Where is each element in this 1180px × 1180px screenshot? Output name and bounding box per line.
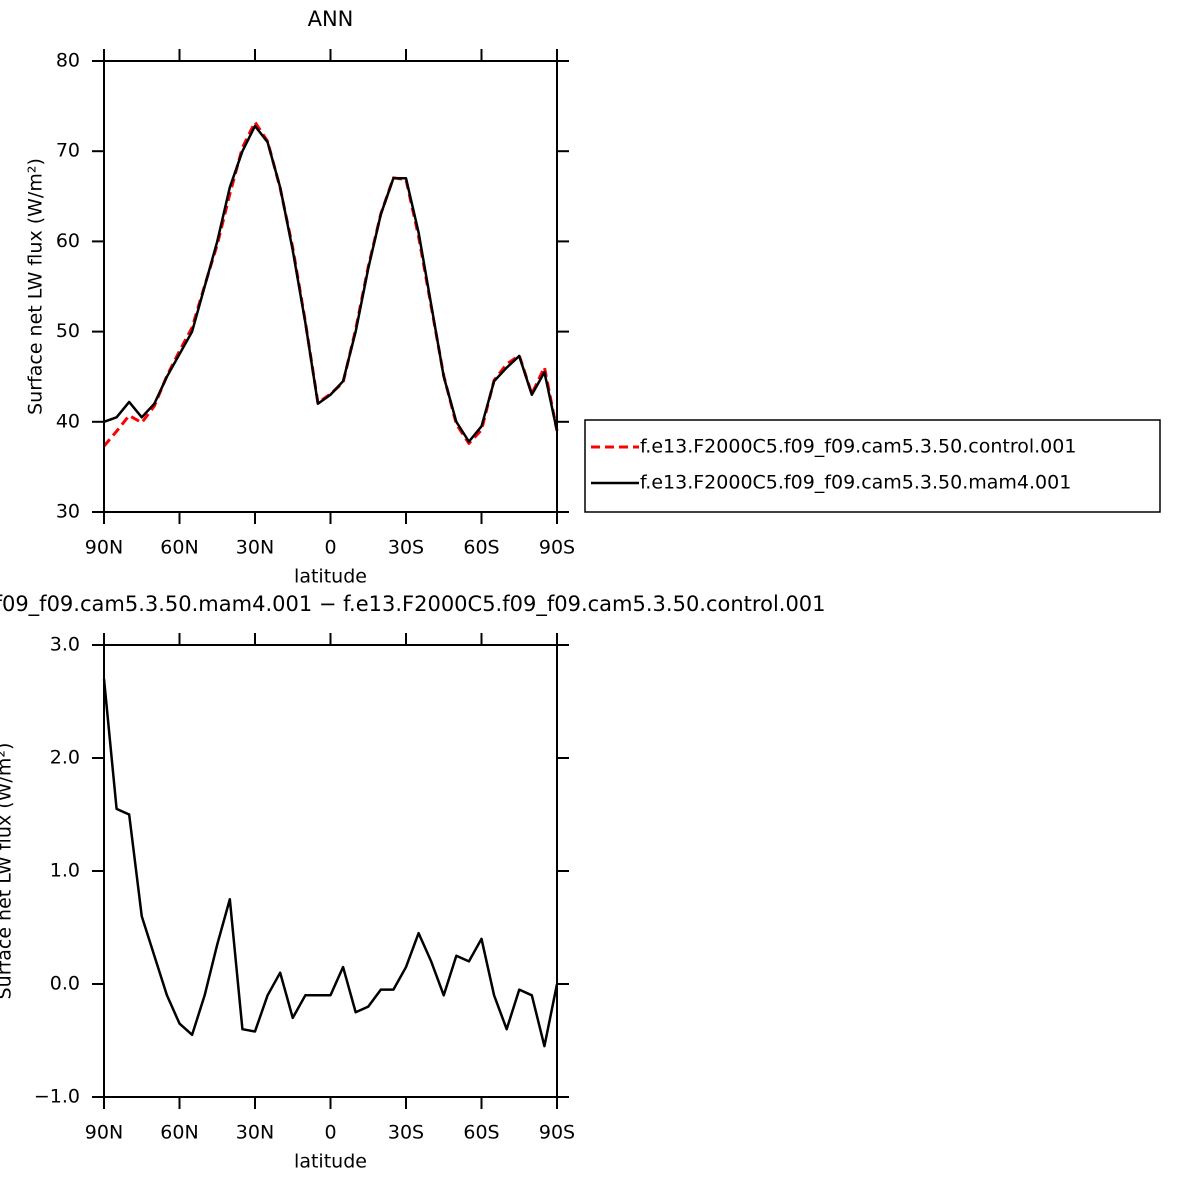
y-tick-label: 80 xyxy=(56,50,80,72)
plot-frame xyxy=(103,60,558,513)
x-tick-label: 90S xyxy=(539,1122,575,1144)
legend-label: f.e13.F2000C5.f09_f09.cam5.3.50.control.… xyxy=(640,436,1076,458)
x-tick-label: 60N xyxy=(160,1122,198,1144)
y-tick-label: 50 xyxy=(56,320,80,342)
x-tick-label: 30S xyxy=(388,1122,424,1144)
y-axis-label: Surface net LW flux (W/m²) xyxy=(25,158,47,415)
x-tick-label: 0 xyxy=(324,1122,336,1144)
x-tick-label: 30N xyxy=(236,537,274,559)
y-tick-label: 1.0 xyxy=(50,860,80,882)
x-tick-label: 0 xyxy=(324,537,336,559)
x-tick-label: 60S xyxy=(463,1122,499,1144)
x-tick-label: 60N xyxy=(160,537,198,559)
y-tick-label: 0.0 xyxy=(50,973,80,995)
chart-title: ANN xyxy=(308,7,354,31)
y-tick-label: −1.0 xyxy=(34,1086,80,1108)
x-tick-label: 30S xyxy=(388,537,424,559)
chart-title: f.e13.F2000C5.f09_f09.cam5.3.50.mam4.001… xyxy=(0,592,826,617)
x-axis-label: latitude xyxy=(294,566,367,588)
legend-label: f.e13.F2000C5.f09_f09.cam5.3.50.mam4.001 xyxy=(640,472,1071,494)
data-line xyxy=(103,124,559,443)
y-tick-label: 40 xyxy=(56,410,80,432)
x-tick-label: 90S xyxy=(539,537,575,559)
x-tick-label: 90N xyxy=(85,537,123,559)
x-tick-label: 60S xyxy=(463,537,499,559)
legend-box xyxy=(584,419,1161,513)
y-axis-label: Surface net LW flux (W/m²) xyxy=(0,743,16,1000)
y-tick-label: 70 xyxy=(56,140,80,162)
y-tick-label: 60 xyxy=(56,230,80,252)
y-tick-label: 2.0 xyxy=(50,747,80,769)
plot-frame xyxy=(103,644,558,1098)
x-tick-label: 90N xyxy=(85,1122,123,1144)
y-tick-label: 30 xyxy=(56,501,80,523)
x-tick-label: 30N xyxy=(236,1122,274,1144)
data-line xyxy=(102,678,559,1048)
y-tick-label: 3.0 xyxy=(50,634,80,656)
x-axis-label: latitude xyxy=(294,1151,367,1173)
